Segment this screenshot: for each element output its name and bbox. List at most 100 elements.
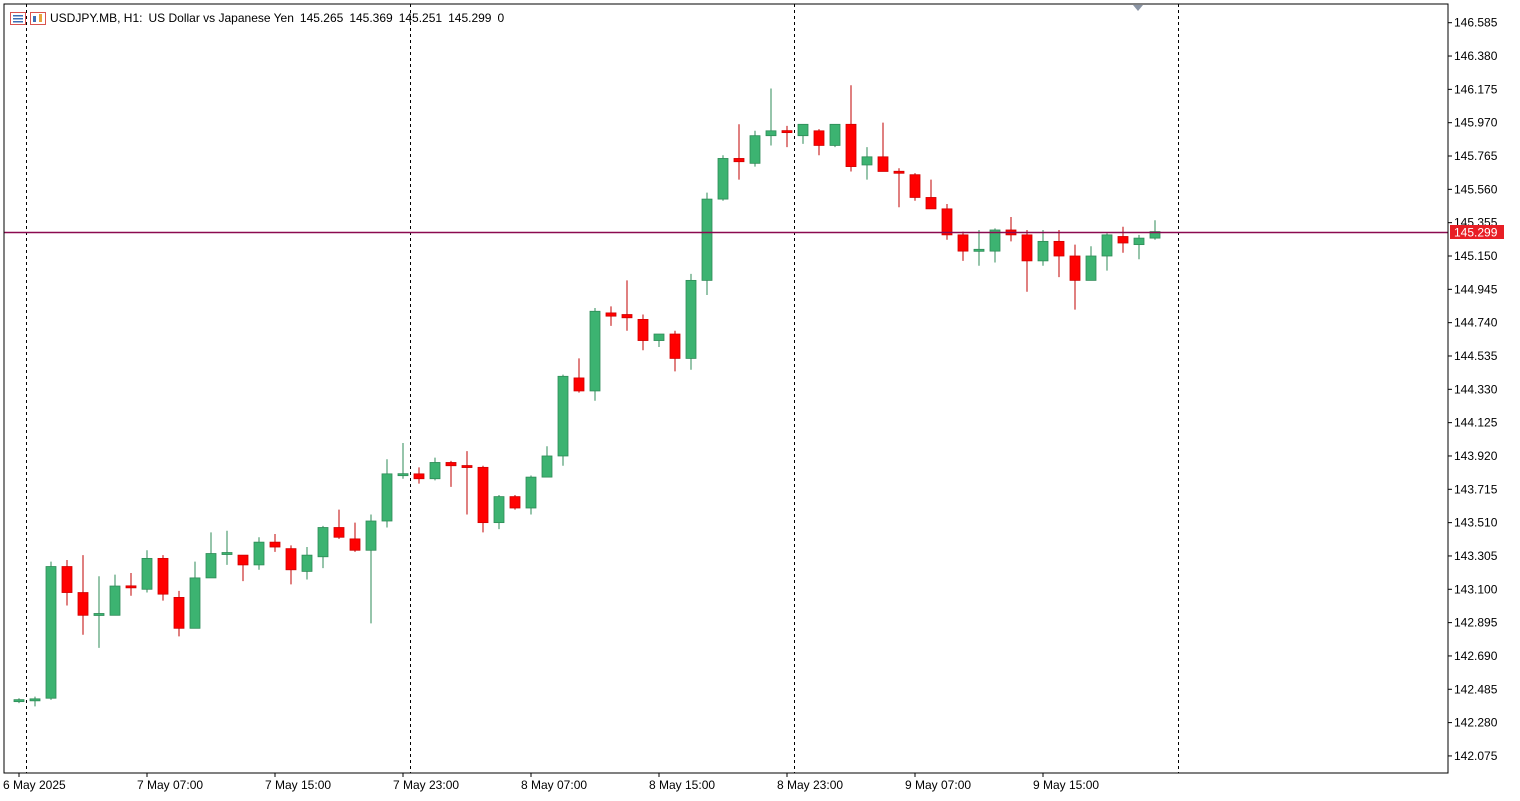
y-tick-label: 142.895 — [1454, 616, 1498, 630]
candle-body — [365, 520, 377, 551]
candle-body — [893, 170, 905, 174]
candle-41 — [669, 330, 681, 372]
candle-53 — [861, 147, 873, 180]
candle-19 — [317, 525, 329, 569]
candle-body — [957, 234, 969, 252]
candle-43 — [701, 192, 713, 296]
candle-body — [1149, 231, 1161, 239]
candle-26 — [429, 457, 441, 481]
candle-body — [381, 473, 393, 522]
candle-61 — [989, 228, 1001, 263]
ohlc-open: 145.265 — [299, 11, 344, 25]
candle-51 — [829, 123, 841, 148]
candle-body — [701, 198, 713, 281]
y-tick-label: 143.715 — [1454, 482, 1498, 496]
candle-44 — [717, 155, 729, 201]
candle-body — [909, 174, 921, 198]
candle-body — [653, 333, 665, 341]
candle-27 — [445, 460, 457, 487]
y-tick-label: 143.920 — [1454, 449, 1498, 463]
candle-71 — [1149, 220, 1161, 240]
candle-body — [621, 314, 633, 319]
time-axis[interactable]: 6 May 2025 7 May 07:00 7 May 15:00 7 May 23… — [3, 773, 1099, 792]
candle-body — [125, 585, 137, 589]
candle-body — [541, 455, 553, 478]
candle-70 — [1133, 234, 1145, 260]
candle-body — [1069, 255, 1081, 281]
ohlc-close: 145.299 — [448, 11, 492, 25]
candle-body — [557, 375, 569, 457]
volume-value: 0 — [497, 11, 505, 25]
candle-body — [493, 496, 505, 524]
candle-30 — [493, 494, 505, 530]
candle-16 — [269, 534, 281, 552]
x-tick-label: 8 May 15:00 — [649, 778, 715, 792]
candle-64 — [1037, 229, 1049, 266]
candle-body — [829, 123, 841, 146]
candle-body — [573, 377, 585, 392]
y-tick-label: 144.330 — [1454, 382, 1498, 396]
x-tick-label: 9 May 07:00 — [905, 778, 971, 792]
candle-12 — [205, 532, 217, 579]
plot-border — [3, 3, 1449, 774]
candle-42 — [685, 273, 697, 370]
candle-body — [397, 473, 409, 477]
candle-body — [797, 123, 809, 137]
candle-body — [29, 698, 41, 702]
candle-body — [717, 158, 729, 200]
candle-45 — [733, 124, 745, 180]
candle-5 — [93, 576, 105, 648]
symbol-label: USDJPY.MB, H1: — [50, 11, 143, 25]
price-axis[interactable]: 146.585 146.380 146.175 145.970 145.765 145.5… — [1448, 16, 1498, 763]
candle-body — [637, 319, 649, 341]
candle-body — [221, 552, 233, 555]
candle-48 — [781, 125, 793, 148]
y-tick-label: 145.150 — [1454, 249, 1498, 263]
candle-10 — [173, 590, 185, 637]
candle-body — [605, 312, 617, 317]
candle-28 — [461, 451, 473, 515]
candle-17 — [285, 545, 297, 585]
candle-body — [109, 585, 121, 616]
candle-68 — [1101, 233, 1113, 271]
candle-66 — [1069, 244, 1081, 310]
candle-body — [1053, 240, 1065, 257]
x-tick-label: 7 May 07:00 — [137, 778, 203, 792]
candle-1 — [29, 696, 41, 707]
candle-body — [269, 541, 281, 548]
candle-body — [61, 566, 73, 593]
y-tick-label: 144.535 — [1454, 349, 1498, 363]
candle-32 — [525, 475, 537, 515]
candle-39 — [637, 314, 649, 351]
day-separators — [26, 4, 1179, 773]
candle-body — [1133, 237, 1145, 246]
candle-body — [189, 577, 201, 629]
candle-56 — [909, 173, 921, 201]
candle-59 — [957, 231, 969, 261]
x-tick-label: 7 May 23:00 — [393, 778, 459, 792]
candle-body — [285, 548, 297, 571]
candle-body — [973, 248, 985, 252]
candle-body — [813, 130, 825, 146]
candle-18 — [301, 547, 313, 580]
price-tag: 145.299 — [1450, 225, 1504, 240]
candle-body — [589, 310, 601, 392]
y-tick-label: 145.560 — [1454, 182, 1498, 196]
candle-body — [669, 333, 681, 359]
y-tick-label: 145.970 — [1454, 116, 1498, 130]
y-tick-label: 142.485 — [1454, 682, 1498, 696]
chart-window-icon[interactable] — [30, 11, 46, 25]
scroll-marker-icon[interactable] — [1133, 5, 1143, 11]
x-tick-label: 8 May 23:00 — [777, 778, 843, 792]
candle-body — [173, 597, 185, 629]
candle-body — [205, 553, 217, 579]
candle-11 — [189, 561, 201, 629]
y-tick-label: 142.690 — [1454, 649, 1498, 663]
candle-body — [317, 527, 329, 558]
candle-body — [45, 566, 57, 699]
candle-body — [429, 462, 441, 480]
menu-list-icon[interactable] — [10, 11, 26, 25]
candle-body — [989, 229, 1001, 252]
